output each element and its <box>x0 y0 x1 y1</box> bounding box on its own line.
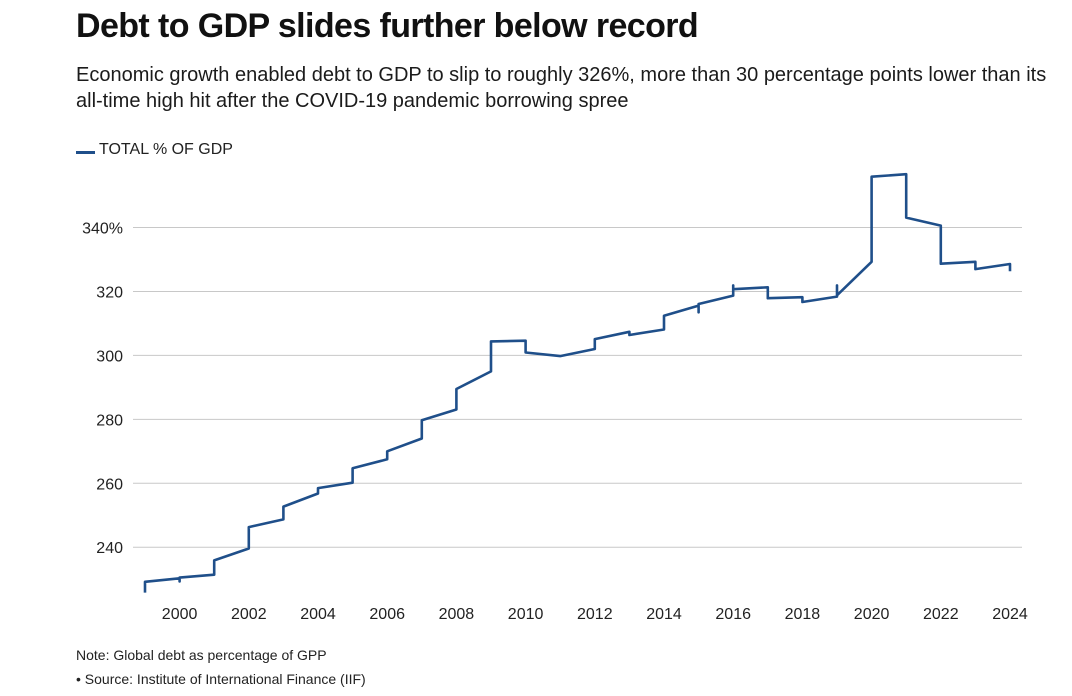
x-tick-label-2010: 2010 <box>508 606 544 623</box>
chart-note: Note: Global debt as percentage of GPP <box>76 647 327 663</box>
y-tick-label-240: 240 <box>96 540 123 557</box>
x-tick-label-2008: 2008 <box>439 606 475 623</box>
x-tick-label-2020: 2020 <box>854 606 890 623</box>
x-tick-label-2000: 2000 <box>162 606 198 623</box>
y-tick-label-280: 280 <box>96 412 123 429</box>
x-tick-label-2018: 2018 <box>785 606 821 623</box>
x-tick-label-2022: 2022 <box>923 606 959 623</box>
line-chart: 240 260 280 300 320 340% 2000 2002 2004 2006 2008 2… <box>82 172 1028 623</box>
x-tick-label-2002: 2002 <box>231 606 267 623</box>
legend-label-total: TOTAL % OF GDP <box>99 141 233 158</box>
x-tick-label-2024: 2024 <box>992 606 1028 623</box>
chart-title: Debt to GDP slides further below record <box>76 7 699 45</box>
x-tick-label-2006: 2006 <box>369 606 405 623</box>
y-tick-label-300: 300 <box>96 348 123 365</box>
y-tick-label-340: 340% <box>82 221 123 238</box>
y-tick-label-320: 320 <box>96 284 123 301</box>
y-tick-label-260: 260 <box>96 476 123 493</box>
series-line-0 <box>143 172 1012 593</box>
legend: TOTAL % OF GDP <box>76 141 233 159</box>
x-tick-label-2014: 2014 <box>646 606 682 623</box>
x-tick-label-2004: 2004 <box>300 606 336 623</box>
x-tick-label-2016: 2016 <box>715 606 751 623</box>
chart-source: • Source: Institute of International Fin… <box>76 671 366 687</box>
chart-subtitle: Economic growth enabled debt to GDP to s… <box>76 64 1047 112</box>
legend-swatch-total <box>76 151 95 154</box>
x-tick-label-2012: 2012 <box>577 606 613 623</box>
